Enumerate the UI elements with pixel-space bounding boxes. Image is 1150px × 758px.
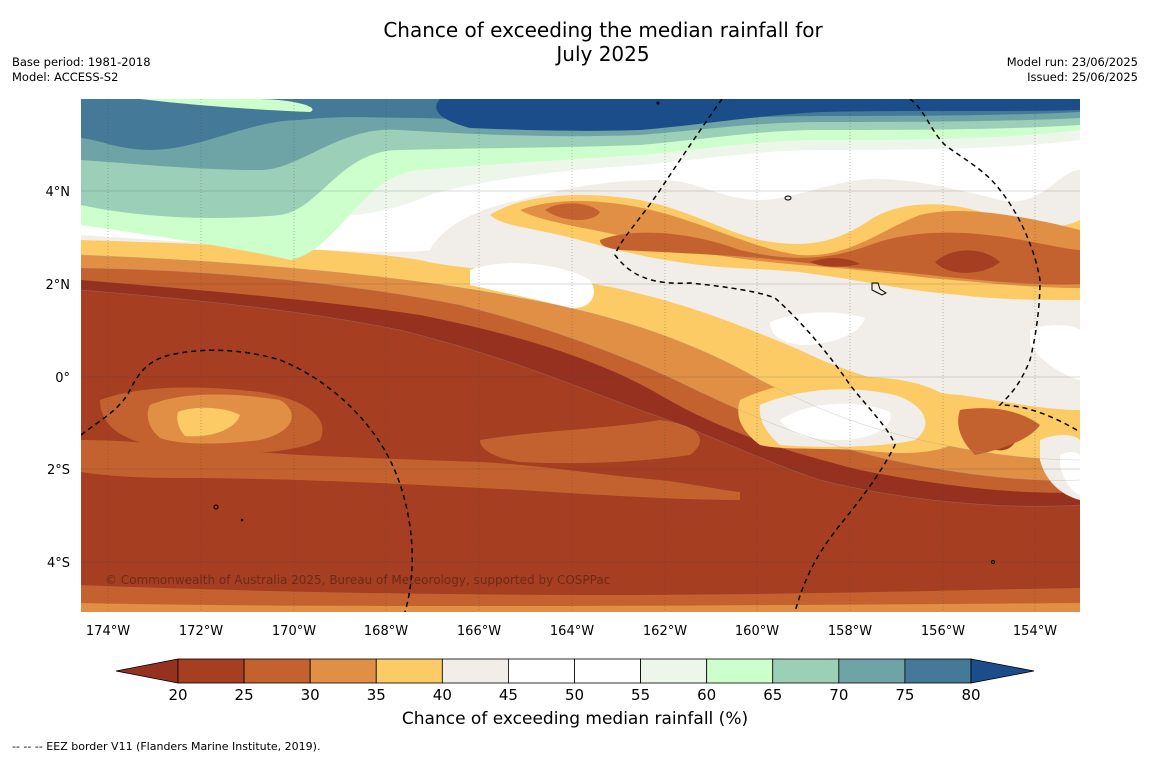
lon-tick-label: 172°W	[179, 624, 223, 639]
legend-note: -- -- -- EEZ border V11 (Flanders Marine…	[12, 740, 321, 753]
colorbar-high-extend	[970, 658, 1035, 684]
colorbar-low-extend	[115, 658, 179, 684]
issued-date: Issued: 25/06/2025	[1027, 70, 1138, 84]
colorbar-cell	[508, 658, 575, 684]
colorbar-tick-label: 45	[499, 686, 518, 704]
title-line-1: Chance of exceeding the median rainfall …	[383, 18, 823, 42]
colorbar-tick-label: 80	[961, 686, 980, 704]
lon-tick-label: 162°W	[643, 624, 687, 639]
meta-left: Base period: 1981-2018 Model: ACCESS-S2	[12, 55, 151, 85]
lon-tick-label: 156°W	[921, 624, 965, 639]
model-run: Model run: 23/06/2025	[1006, 55, 1138, 69]
lat-tick-label: 4°S	[47, 556, 70, 571]
base-period: Base period: 1981-2018	[12, 55, 151, 69]
lon-tick-label: 168°W	[364, 624, 408, 639]
colorbar-cell	[243, 658, 311, 684]
lon-tick-label: 164°W	[550, 624, 594, 639]
colorbar-tick-label: 75	[895, 686, 914, 704]
colorbar-tick-label: 25	[235, 686, 254, 704]
colorbar-cell	[640, 658, 708, 684]
colorbar-tick-label: 40	[433, 686, 452, 704]
lat-tick-label: 0°	[55, 371, 70, 386]
colorbar-cell	[706, 658, 774, 684]
lon-tick-label: 166°W	[457, 624, 501, 639]
colorbar-tick-label: 55	[631, 686, 650, 704]
colorbar-cell	[838, 658, 906, 684]
colorbar-cell	[177, 658, 245, 684]
eez-borders	[81, 99, 1080, 612]
rainfall-contours: © Commonwealth of Australia 2025, Bureau…	[81, 99, 1080, 612]
colorbar-tick-label: 30	[301, 686, 320, 704]
colorbar-tick-label: 65	[763, 686, 782, 704]
lon-tick-label: 154°W	[1013, 624, 1057, 639]
colorbar-tick-label: 70	[829, 686, 848, 704]
colorbar: 20 25 30 35 40 45 50 55 60 65 70 75 80	[115, 658, 1035, 704]
colorbar-tick-label: 50	[565, 686, 584, 704]
copyright-text: © Commonwealth of Australia 2025, Bureau…	[105, 573, 610, 587]
colorbar-ticks: 20 25 30 35 40 45 50 55 60 65 70 75 80	[168, 686, 980, 704]
islands	[213, 101, 995, 564]
colorbar-cell	[904, 658, 972, 684]
colorbar-cell	[375, 658, 443, 684]
title-line-2: July 2025	[556, 42, 650, 66]
lon-axis: 174°W 172°W 170°W 168°W 166°W 164°W 162°…	[86, 624, 1057, 639]
colorbar-tick-label: 35	[367, 686, 386, 704]
colorbar-tick-label: 20	[168, 686, 187, 704]
colorbar-cell	[574, 658, 641, 684]
colorbar-cell	[309, 658, 377, 684]
lon-tick-label: 160°W	[735, 624, 779, 639]
map-title: Chance of exceeding the median rainfall …	[0, 18, 1150, 66]
colorbar-cells	[177, 658, 972, 684]
lon-tick-label: 170°W	[272, 624, 316, 639]
model-name: Model: ACCESS-S2	[12, 70, 119, 84]
lat-axis: 4°N 2°N 0° 2°S 4°S	[46, 185, 71, 571]
lat-tick-label: 4°N	[46, 185, 71, 200]
lon-tick-label: 158°W	[828, 624, 872, 639]
colorbar-tick-label: 60	[697, 686, 716, 704]
colorbar-cell	[772, 658, 840, 684]
colorbar-cell	[441, 658, 509, 684]
meta-right: Model run: 23/06/2025 Issued: 25/06/2025	[1007, 55, 1138, 85]
lat-tick-label: 2°S	[47, 463, 70, 478]
lat-tick-label: 2°N	[46, 278, 71, 293]
lon-tick-label: 174°W	[86, 624, 130, 639]
colorbar-title: Chance of exceeding median rainfall (%)	[401, 709, 749, 729]
